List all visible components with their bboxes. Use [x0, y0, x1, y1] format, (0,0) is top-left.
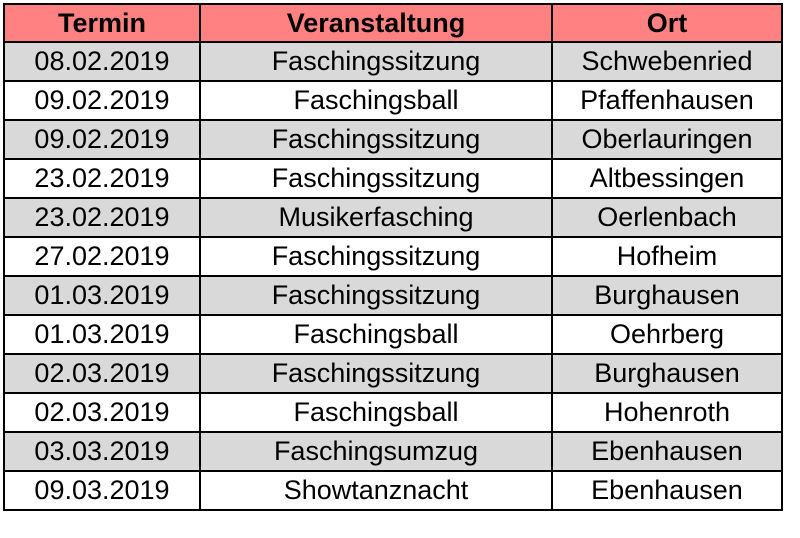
- header-veranstaltung: Veranstaltung: [199, 3, 553, 43]
- cell-termin: 03.03.2019: [3, 431, 201, 472]
- table-row: 09.02.2019 Faschingssitzung Oberlauringen: [3, 119, 783, 160]
- table-row: 23.02.2019 Musikerfasching Oerlenbach: [3, 197, 783, 238]
- cell-termin: 02.03.2019: [3, 353, 201, 394]
- event-schedule: Termin Veranstaltung Ort 08.02.2019 Fasch…: [3, 3, 797, 511]
- cell-termin: 09.02.2019: [3, 80, 201, 121]
- cell-veranstaltung: Musikerfasching: [199, 197, 553, 238]
- cell-veranstaltung: Faschingssitzung: [199, 353, 553, 394]
- cell-ort: Oberlauringen: [551, 119, 783, 160]
- cell-veranstaltung: Faschingssitzung: [199, 41, 553, 82]
- cell-veranstaltung: Faschingssitzung: [199, 275, 553, 316]
- table-row: 03.03.2019 Faschingsumzug Ebenhausen: [3, 431, 783, 472]
- cell-veranstaltung: Showtanznacht: [199, 470, 553, 511]
- cell-ort: Altbessingen: [551, 158, 783, 199]
- header-ort: Ort: [551, 3, 783, 43]
- cell-ort: Oehrberg: [551, 314, 783, 355]
- cell-ort: Ebenhausen: [551, 431, 783, 472]
- cell-termin: 02.03.2019: [3, 392, 201, 433]
- header-termin: Termin: [3, 3, 201, 43]
- table-row: 02.03.2019 Faschingsball Hohenroth: [3, 392, 783, 433]
- cell-ort: Burghausen: [551, 353, 783, 394]
- table-body: 08.02.2019 Faschingssitzung Schwebenried 09…: [3, 41, 783, 511]
- cell-veranstaltung: Faschingssitzung: [199, 236, 553, 277]
- table-row: 23.02.2019 Faschingssitzung Altbessingen: [3, 158, 783, 199]
- cell-ort: Hofheim: [551, 236, 783, 277]
- cell-veranstaltung: Faschingsball: [199, 80, 553, 121]
- table-row: 09.02.2019 Faschingsball Pfaffenhausen: [3, 80, 783, 121]
- table-row: 01.03.2019 Faschingsball Oehrberg: [3, 314, 783, 355]
- cell-termin: 23.02.2019: [3, 197, 201, 238]
- event-table: Termin Veranstaltung Ort 08.02.2019 Fasch…: [3, 3, 783, 511]
- cell-termin: 09.02.2019: [3, 119, 201, 160]
- table-row: 09.03.2019 Showtanznacht Ebenhausen: [3, 470, 783, 511]
- cell-termin: 09.03.2019: [3, 470, 201, 511]
- table-row: 01.03.2019 Faschingssitzung Burghausen: [3, 275, 783, 316]
- cell-termin: 27.02.2019: [3, 236, 201, 277]
- table-header-row: Termin Veranstaltung Ort: [3, 3, 783, 43]
- table-row: 08.02.2019 Faschingssitzung Schwebenried: [3, 41, 783, 82]
- cell-veranstaltung: Faschingsball: [199, 314, 553, 355]
- cell-termin: 01.03.2019: [3, 275, 201, 316]
- cell-ort: Pfaffenhausen: [551, 80, 783, 121]
- cell-termin: 23.02.2019: [3, 158, 201, 199]
- cell-veranstaltung: Faschingssitzung: [199, 119, 553, 160]
- table-row: 27.02.2019 Faschingssitzung Hofheim: [3, 236, 783, 277]
- cell-ort: Hohenroth: [551, 392, 783, 433]
- cell-termin: 01.03.2019: [3, 314, 201, 355]
- cell-termin: 08.02.2019: [3, 41, 201, 82]
- cell-veranstaltung: Faschingsball: [199, 392, 553, 433]
- cell-ort: Oerlenbach: [551, 197, 783, 238]
- cell-ort: Ebenhausen: [551, 470, 783, 511]
- cell-veranstaltung: Faschingssitzung: [199, 158, 553, 199]
- cell-ort: Schwebenried: [551, 41, 783, 82]
- cell-veranstaltung: Faschingsumzug: [199, 431, 553, 472]
- table-row: 02.03.2019 Faschingssitzung Burghausen: [3, 353, 783, 394]
- cell-ort: Burghausen: [551, 275, 783, 316]
